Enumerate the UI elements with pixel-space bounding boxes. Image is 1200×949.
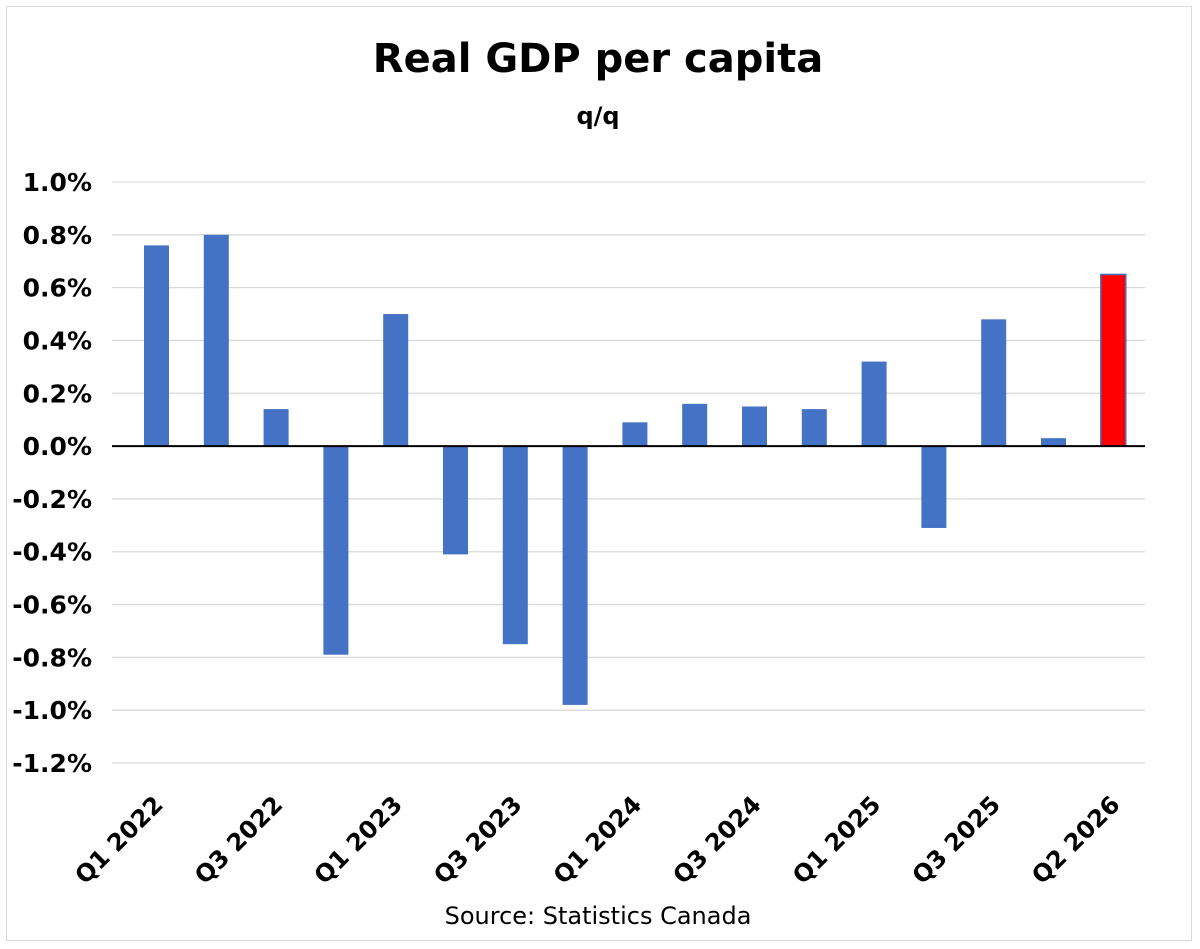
x-tick-label: Q3 2024 — [668, 790, 767, 889]
bar — [263, 409, 289, 447]
bar-highlighted — [1100, 273, 1127, 447]
y-tick-label: -0.6% — [12, 591, 92, 620]
y-tick-label: 0.6% — [23, 274, 92, 303]
chart-title: Real GDP per capita — [372, 36, 824, 82]
x-tick-label: Q3 2025 — [907, 790, 1006, 889]
y-tick-label: 1.0% — [23, 168, 92, 197]
x-tick-label: Q1 2023 — [309, 790, 408, 889]
y-tick-label: -0.2% — [12, 485, 92, 514]
bar — [323, 446, 349, 655]
y-tick-label: -0.8% — [12, 643, 92, 672]
bars — [144, 234, 1127, 705]
y-tick-label: -1.0% — [12, 696, 92, 725]
y-axis-ticks: 1.0% 0.8% 0.6% 0.4% 0.2% 0.0% -0.2% -0.4% -0.6% -… — [12, 168, 92, 778]
x-tick-label: Q2 2026 — [1026, 790, 1125, 889]
y-tick-label: 0.2% — [23, 379, 92, 408]
bar — [861, 361, 887, 447]
bar — [622, 422, 648, 447]
y-tick-label: 0.4% — [23, 326, 92, 355]
x-tick-label: Q3 2022 — [189, 790, 288, 889]
bar — [502, 446, 528, 645]
x-tick-label: Q1 2025 — [787, 790, 886, 889]
chart-source: Source: Statistics Canada — [444, 902, 752, 930]
y-tick-label: 0.8% — [23, 221, 92, 250]
y-tick-label: -1.2% — [12, 749, 92, 778]
bar — [801, 409, 827, 447]
chart-frame — [6, 6, 1192, 941]
bar — [144, 245, 169, 447]
bar — [562, 446, 588, 705]
bar — [921, 446, 947, 528]
y-tick-label: 0.0% — [23, 432, 92, 461]
bar — [383, 314, 409, 447]
x-tick-label: Q3 2023 — [428, 790, 527, 889]
x-tick-label: Q1 2022 — [70, 790, 169, 889]
x-tick-label: Q1 2024 — [548, 790, 647, 889]
gridlines — [112, 181, 1145, 764]
bar — [682, 403, 708, 447]
bar — [443, 446, 468, 555]
x-axis-ticks: Q1 2022 Q3 2022 Q1 2023 Q3 2023 Q1 2024 Q3 20… — [70, 790, 1126, 889]
bar — [203, 234, 229, 447]
bar — [742, 406, 767, 447]
bar — [1041, 438, 1066, 447]
y-tick-label: -0.4% — [12, 538, 92, 567]
bar — [981, 319, 1007, 447]
chart-subtitle: q/q — [576, 102, 620, 130]
